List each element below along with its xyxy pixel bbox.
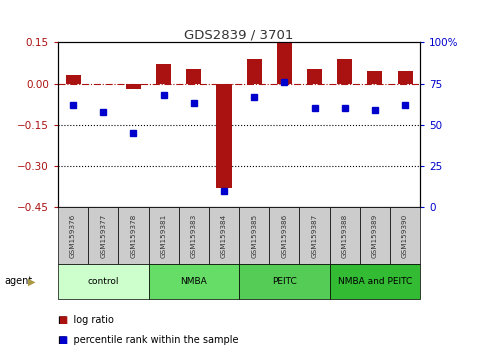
Title: GDS2839 / 3701: GDS2839 / 3701 [185, 28, 294, 41]
Bar [368, 71, 383, 84]
Text: control: control [87, 277, 119, 286]
Text: GSM159384: GSM159384 [221, 214, 227, 258]
Text: PEITC: PEITC [272, 277, 297, 286]
Bar [398, 71, 412, 84]
Text: GSM159386: GSM159386 [282, 214, 287, 258]
Text: NMBA and PEITC: NMBA and PEITC [338, 277, 412, 286]
Text: NMBA: NMBA [181, 277, 207, 286]
Text: GSM159377: GSM159377 [100, 214, 106, 258]
Text: GSM159388: GSM159388 [342, 214, 348, 258]
Text: ▶: ▶ [28, 276, 35, 286]
Bar [307, 69, 322, 84]
Text: ■: ■ [58, 335, 67, 345]
Text: GSM159390: GSM159390 [402, 214, 408, 258]
Bar [66, 75, 81, 84]
Text: ■  percentile rank within the sample: ■ percentile rank within the sample [58, 335, 239, 345]
Text: GSM159381: GSM159381 [161, 214, 167, 258]
Text: ■  log ratio: ■ log ratio [58, 315, 114, 325]
Text: GSM159376: GSM159376 [70, 214, 76, 258]
Text: agent: agent [5, 276, 33, 286]
Text: GSM159383: GSM159383 [191, 214, 197, 258]
Text: GSM159385: GSM159385 [251, 214, 257, 258]
Bar [186, 69, 201, 84]
Bar [126, 84, 141, 89]
Bar [247, 59, 262, 84]
Bar [156, 64, 171, 84]
Bar [216, 84, 231, 188]
Text: GSM159389: GSM159389 [372, 214, 378, 258]
Bar [337, 59, 352, 84]
Text: ■: ■ [58, 315, 67, 325]
Bar [277, 43, 292, 84]
Text: GSM159378: GSM159378 [130, 214, 136, 258]
Text: GSM159387: GSM159387 [312, 214, 317, 258]
